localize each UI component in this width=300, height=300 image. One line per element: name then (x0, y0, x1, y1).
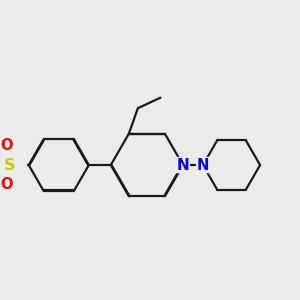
Text: O: O (0, 177, 12, 192)
Text: O: O (0, 138, 12, 153)
Text: N: N (197, 158, 209, 172)
Text: N: N (177, 158, 189, 172)
Text: S: S (3, 158, 15, 172)
